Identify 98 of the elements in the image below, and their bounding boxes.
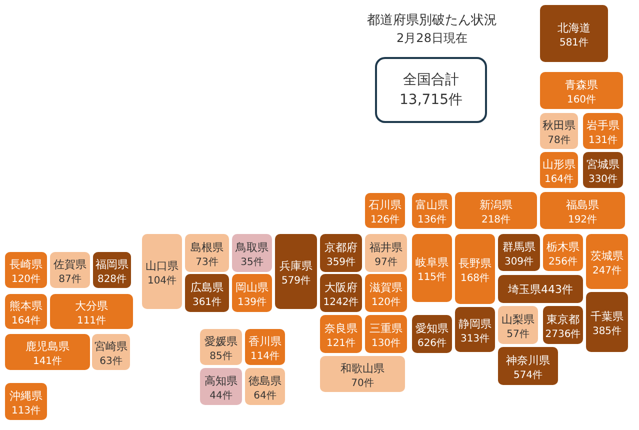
category-label: 長崎県 — [10, 258, 42, 271]
data-label: 330件 — [588, 174, 618, 185]
category-label: 三重県 — [370, 322, 402, 335]
data-label: 114件 — [250, 351, 280, 362]
data-label: 164件 — [544, 174, 574, 185]
category-label: 東京都 — [546, 313, 580, 326]
data-label: 120件 — [11, 274, 41, 285]
data-label: 192件 — [568, 214, 598, 226]
data-label: 256件 — [548, 256, 578, 268]
category-label: 岡山県 — [236, 281, 268, 294]
category-label: 熊本県 — [10, 300, 42, 312]
category-label: 千葉県 — [590, 310, 624, 323]
data-label: 247件 — [592, 266, 622, 276]
data-label: 581件 — [559, 38, 589, 48]
category-label: 広島県 — [190, 281, 224, 294]
data-label: 121件 — [326, 338, 356, 349]
data-label: 126件 — [370, 214, 400, 226]
text: 全国合計 — [403, 72, 459, 88]
category-label: 岩手県 — [586, 119, 620, 132]
data-label: 361件 — [192, 297, 222, 308]
category-label: 静岡県 — [458, 318, 492, 330]
category-label: 北海道 — [558, 22, 590, 34]
category-label: 奈良県 — [324, 322, 358, 335]
category-label: 神奈川県 — [506, 354, 550, 367]
data-label: 35件 — [240, 257, 264, 268]
text: 2月28日現在 — [396, 31, 468, 45]
category-label: 愛媛県 — [204, 335, 238, 348]
category-label: 新潟県 — [480, 198, 512, 212]
data-label: 164件 — [11, 316, 41, 326]
data-label: 97件 — [374, 257, 398, 268]
data-label: 70件 — [351, 378, 374, 389]
data-label: 385件 — [592, 326, 622, 337]
category-label: 栃木県 — [546, 240, 580, 254]
data-label: 828件 — [97, 274, 127, 285]
data-label: 64件 — [254, 390, 276, 402]
data-label: 2736件 — [545, 329, 581, 340]
category-label: 滋賀県 — [370, 281, 402, 294]
data-label: 120件 — [371, 297, 401, 308]
category-label: 高知県 — [204, 374, 238, 388]
data-label: 141件 — [32, 356, 62, 367]
text: 都道府県別破たん状況 — [367, 12, 497, 28]
category-label: 青森県 — [565, 78, 598, 92]
category-label: 石川県 — [368, 198, 402, 212]
data-label: 139件 — [237, 297, 267, 308]
data-label: 359件 — [326, 257, 356, 268]
data-label: 1242件 — [323, 297, 359, 308]
data-label: 63件 — [100, 356, 122, 367]
category-label: 香川県 — [248, 335, 282, 348]
category-label: 福井県 — [370, 241, 402, 254]
category-label: 福岡県 — [96, 258, 128, 271]
data-label: 313件 — [460, 334, 490, 344]
category-label: 宮崎県 — [94, 340, 128, 353]
data-label: 87件 — [58, 274, 82, 285]
category-label: 和歌山県 — [340, 362, 384, 375]
data-label: 131件 — [588, 135, 618, 146]
category-label: 京都府 — [324, 241, 358, 254]
category-label: 群馬県 — [502, 240, 536, 254]
category-label: 愛知県 — [416, 322, 448, 335]
category-label: 沖縄県 — [10, 390, 42, 402]
category-label: 山梨県 — [502, 313, 534, 326]
data-label: 85件 — [210, 351, 232, 362]
data-label: 579件 — [281, 276, 311, 286]
category-label: 秋田県 — [542, 119, 576, 132]
category-label: 鳥取県 — [234, 241, 268, 254]
data-label: 443件 — [541, 283, 573, 296]
data-label: 574件 — [513, 370, 543, 381]
category-label: 福島県 — [566, 198, 599, 212]
category-label: 富山県 — [416, 198, 448, 212]
category-label: 鹿児島県 — [26, 340, 70, 353]
category-label: 島根県 — [190, 241, 224, 254]
data-label: 111件 — [76, 316, 106, 326]
data-label: 44件 — [210, 390, 232, 402]
data-label: 73件 — [196, 257, 218, 268]
data-label: 218件 — [481, 214, 511, 226]
category-label: 佐賀県 — [54, 258, 86, 271]
category-label: 茨城県 — [590, 250, 624, 262]
category-label: 岐阜県 — [416, 256, 448, 269]
data-label: 130件 — [371, 338, 401, 349]
category-label: 埼玉県 — [507, 283, 541, 296]
data-label: 113件 — [11, 406, 41, 416]
category-label: 徳島県 — [248, 374, 282, 388]
category-label: 大分県 — [75, 300, 108, 312]
data-label: 104件 — [147, 276, 177, 286]
data-label: 626件 — [417, 338, 447, 349]
data-label: 57件 — [506, 329, 530, 340]
category-label: 山口県 — [146, 260, 178, 272]
data-label: 136件 — [417, 214, 447, 226]
data-label: 78件 — [548, 135, 570, 146]
text: 13,715件 — [400, 92, 462, 108]
category-label: 長野県 — [458, 257, 492, 270]
category-label: 宮城県 — [586, 158, 620, 171]
data-label: 115件 — [417, 272, 447, 283]
category-label: 大阪府 — [324, 281, 358, 294]
category-label: 山形県 — [542, 158, 576, 171]
data-label: 160件 — [566, 94, 596, 106]
category-label: 兵庫県 — [280, 260, 312, 272]
data-label: 309件 — [504, 256, 534, 268]
data-label: 168件 — [460, 273, 490, 284]
